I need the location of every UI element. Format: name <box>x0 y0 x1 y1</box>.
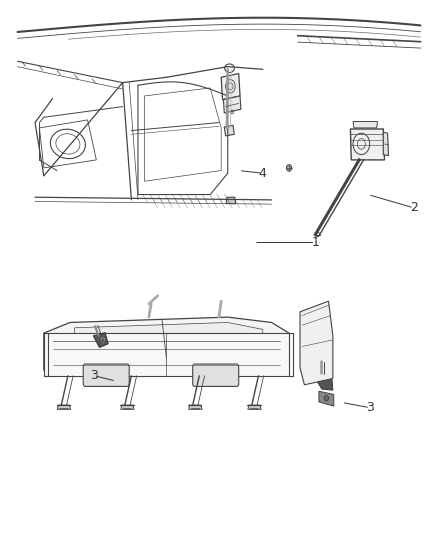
Polygon shape <box>57 405 71 409</box>
Polygon shape <box>221 74 240 100</box>
Polygon shape <box>350 129 385 160</box>
Polygon shape <box>318 373 333 390</box>
Polygon shape <box>93 333 108 348</box>
Polygon shape <box>319 391 334 406</box>
Polygon shape <box>248 405 261 409</box>
Text: 3: 3 <box>90 369 98 382</box>
Polygon shape <box>74 322 263 353</box>
FancyBboxPatch shape <box>193 364 239 386</box>
Text: 1: 1 <box>311 236 319 249</box>
Polygon shape <box>44 333 289 376</box>
Polygon shape <box>383 132 389 156</box>
Polygon shape <box>353 122 378 128</box>
Polygon shape <box>300 301 333 385</box>
Polygon shape <box>44 317 289 370</box>
Polygon shape <box>189 405 202 409</box>
Polygon shape <box>224 125 234 136</box>
Polygon shape <box>223 96 241 113</box>
Text: 3: 3 <box>366 401 374 414</box>
Text: 4: 4 <box>259 167 267 180</box>
Polygon shape <box>121 405 134 409</box>
Polygon shape <box>226 197 236 204</box>
Text: 2: 2 <box>410 201 418 214</box>
FancyBboxPatch shape <box>83 364 129 386</box>
